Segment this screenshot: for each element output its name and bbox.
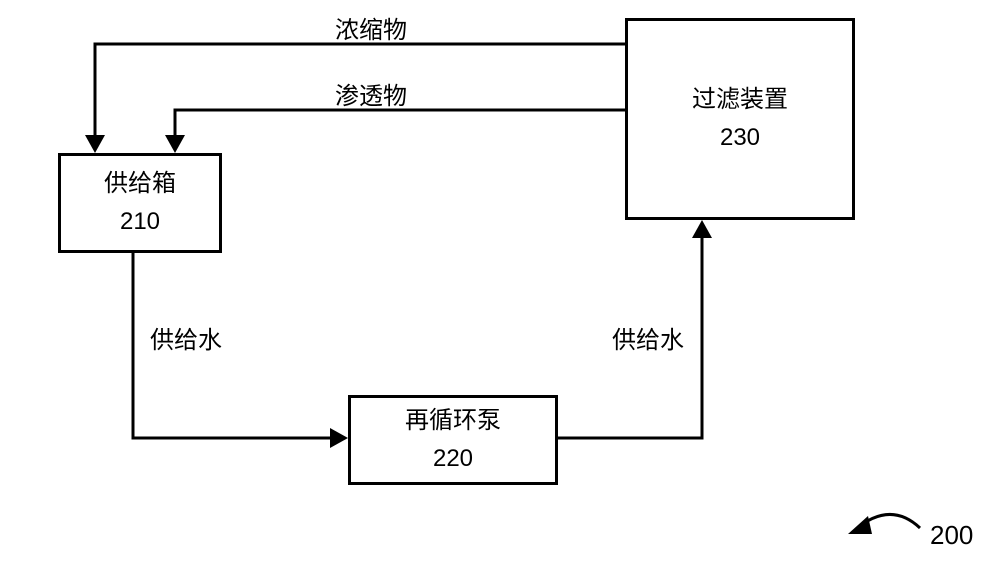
concentrate-label: 浓缩物 — [335, 10, 407, 45]
recirc-pump-number: 220 — [433, 440, 473, 478]
feed-water-1-label: 供给水 — [150, 320, 222, 355]
recirc-pump-label: 再循环泵 — [405, 402, 501, 440]
feed-tank-box: 供给箱 210 — [58, 153, 222, 253]
recirc-pump-box: 再循环泵 220 — [348, 395, 558, 485]
feed-water-2-label: 供给水 — [612, 320, 684, 355]
permeate-label: 渗透物 — [335, 76, 407, 111]
filter-label: 过滤装置 — [692, 81, 788, 119]
filter-number: 230 — [720, 119, 760, 157]
feed-tank-number: 210 — [120, 203, 160, 241]
diagram-reference-number: 200 — [930, 520, 973, 551]
filter-box: 过滤装置 230 — [625, 18, 855, 220]
feed-tank-label: 供给箱 — [104, 165, 176, 203]
